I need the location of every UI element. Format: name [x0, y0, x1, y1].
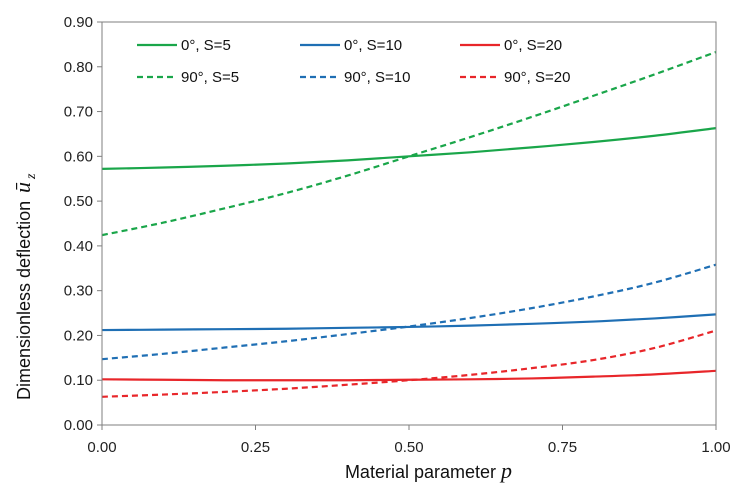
x-tick-label: 0.00	[87, 439, 116, 456]
y-tick-label: 0.10	[64, 372, 93, 389]
legend-label: 90°, S=20	[504, 69, 570, 86]
series-line-3	[101, 50, 717, 237]
series-line-1	[101, 313, 717, 332]
y-axis-subscript: z	[24, 173, 39, 180]
x-tick-label: 0.50	[394, 439, 423, 456]
y-tick-label: 0.30	[64, 283, 93, 300]
y-axis-symbol: ū	[10, 182, 35, 193]
y-axis-title: Dimensionless deflection	[14, 201, 34, 400]
y-tick-label: 0.60	[64, 148, 93, 165]
x-tick-label: 0.75	[548, 439, 577, 456]
legend-label: 0°, S=20	[504, 37, 562, 54]
y-tick-label: 0.90	[64, 14, 93, 31]
series-line-2	[101, 369, 717, 382]
x-axis-title: Material parameter	[345, 462, 496, 482]
x-axis-symbol: p	[499, 458, 512, 483]
y-tick-label: 0.20	[64, 327, 93, 344]
series-line-5	[101, 329, 717, 398]
x-tick-label: 1.00	[701, 439, 730, 456]
series-line-4	[101, 263, 717, 361]
y-tick-label: 0.50	[64, 193, 93, 210]
y-tick-label: 0.70	[64, 104, 93, 121]
legend-label: 0°, S=10	[344, 37, 402, 54]
legend-label: 0°, S=5	[181, 37, 231, 54]
series-line-0	[101, 127, 717, 170]
y-tick-label: 0.80	[64, 59, 93, 76]
y-tick-label: 0.00	[64, 417, 93, 434]
legend-label: 90°, S=10	[344, 69, 410, 86]
x-tick-label: 0.25	[241, 439, 270, 456]
y-tick-label: 0.40	[64, 238, 93, 255]
legend-label: 90°, S=5	[181, 69, 239, 86]
